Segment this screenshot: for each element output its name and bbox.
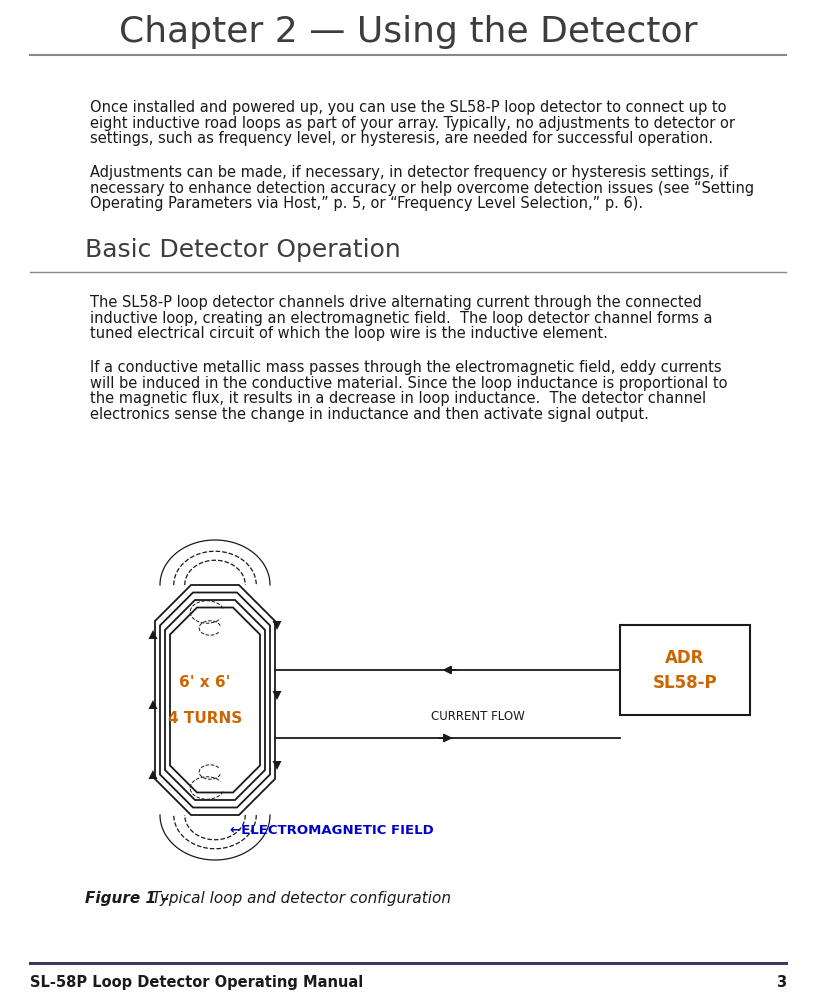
Polygon shape [149, 700, 157, 709]
Text: SL-58P Loop Detector Operating Manual: SL-58P Loop Detector Operating Manual [30, 974, 363, 989]
Text: inductive loop, creating an electromagnetic field.  The loop detector channel fo: inductive loop, creating an electromagne… [90, 311, 712, 326]
Polygon shape [149, 630, 157, 639]
Text: The SL58-P loop detector channels drive alternating current through the connecte: The SL58-P loop detector channels drive … [90, 295, 702, 310]
Text: the magnetic flux, it results in a decrease in loop inductance.  The detector ch: the magnetic flux, it results in a decre… [90, 391, 706, 406]
Text: 3: 3 [776, 974, 786, 989]
Text: 6' x 6': 6' x 6' [180, 674, 231, 689]
Text: tuned electrical circuit of which the loop wire is the inductive element.: tuned electrical circuit of which the lo… [90, 326, 608, 341]
Text: necessary to enhance detection accuracy or help overcome detection issues (see “: necessary to enhance detection accuracy … [90, 180, 754, 195]
Text: ←ELECTROMAGNETIC FIELD: ←ELECTROMAGNETIC FIELD [230, 824, 434, 837]
Bar [620, 625, 750, 715]
Text: Once installed and powered up, you can use the SL58-P loop detector to connect u: Once installed and powered up, you can u… [90, 100, 726, 115]
Text: Adjustments can be made, if necessary, in detector frequency or hysteresis setti: Adjustments can be made, if necessary, i… [90, 165, 728, 180]
Text: eight inductive road loops as part of your array. Typically, no adjustments to d: eight inductive road loops as part of yo… [90, 116, 735, 130]
Text: Basic Detector Operation: Basic Detector Operation [85, 238, 401, 262]
Text: Chapter 2 — Using the Detector: Chapter 2 — Using the Detector [119, 15, 697, 49]
Polygon shape [273, 761, 282, 770]
Text: Typical loop and detector configuration: Typical loop and detector configuration [147, 890, 451, 905]
Text: CURRENT FLOW: CURRENT FLOW [431, 709, 525, 722]
Text: electronics sense the change in inductance and then activate signal output.: electronics sense the change in inductan… [90, 406, 649, 421]
Polygon shape [273, 621, 282, 630]
Text: 4 TURNS: 4 TURNS [168, 710, 242, 725]
Text: will be induced in the conductive material. Since the loop inductance is proport: will be induced in the conductive materi… [90, 375, 728, 390]
Text: If a conductive metallic mass passes through the electromagnetic field, eddy cur: If a conductive metallic mass passes thr… [90, 360, 721, 375]
Text: Operating Parameters via Host,” p. 5, or “Frequency Level Selection,” p. 6).: Operating Parameters via Host,” p. 5, or… [90, 196, 643, 211]
Text: settings, such as frequency level, or hysteresis, are needed for successful oper: settings, such as frequency level, or hy… [90, 131, 713, 146]
Polygon shape [149, 770, 157, 779]
Text: Figure 1 –: Figure 1 – [85, 890, 169, 905]
Polygon shape [273, 691, 282, 700]
Text: ADR
SL58-P: ADR SL58-P [653, 648, 717, 691]
